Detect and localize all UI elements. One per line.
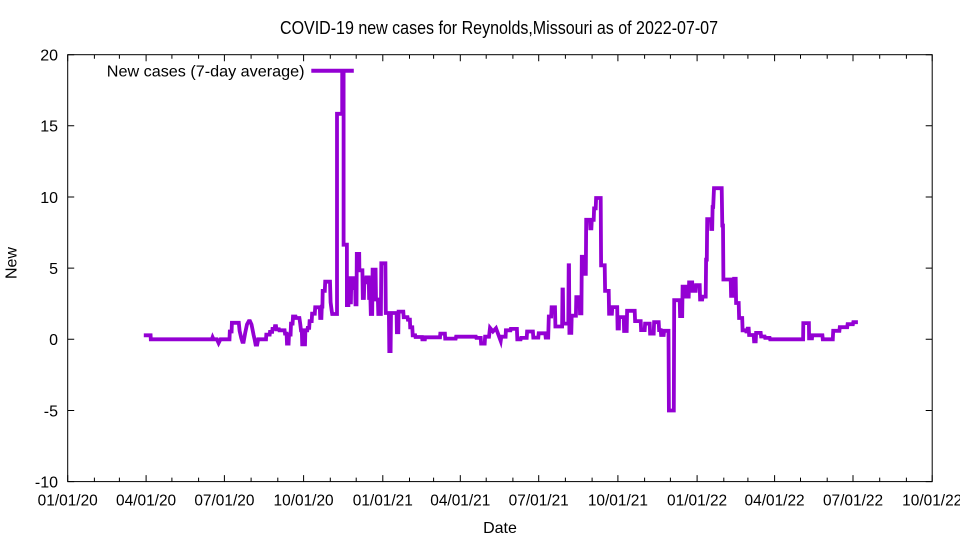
svg-text:10/01/20: 10/01/20: [274, 493, 334, 510]
svg-text:-10: -10: [35, 474, 58, 491]
svg-text:07/01/22: 07/01/22: [823, 493, 883, 510]
svg-text:COVID-19 new cases for Reynold: COVID-19 new cases for Reynolds,Missouri…: [280, 18, 718, 38]
svg-text:0: 0: [49, 332, 58, 349]
svg-text:04/01/22: 04/01/22: [745, 493, 805, 510]
svg-text:01/01/20: 01/01/20: [38, 493, 98, 510]
svg-text:10: 10: [40, 190, 58, 207]
svg-text:04/01/21: 04/01/21: [430, 493, 490, 510]
svg-text:01/01/21: 01/01/21: [353, 493, 413, 510]
svg-text:07/01/21: 07/01/21: [509, 493, 569, 510]
svg-text:Date: Date: [483, 520, 517, 537]
svg-text:New: New: [4, 247, 21, 279]
svg-text:01/01/22: 01/01/22: [667, 493, 727, 510]
svg-text:15: 15: [40, 119, 58, 136]
svg-text:10/01/22: 10/01/22: [902, 493, 960, 510]
svg-text:10/01/21: 10/01/21: [588, 493, 648, 510]
svg-text:5: 5: [49, 261, 58, 278]
svg-text:New cases (7-day average): New cases (7-day average): [107, 63, 305, 80]
svg-text:20: 20: [40, 48, 58, 65]
svg-text:04/01/20: 04/01/20: [116, 493, 176, 510]
svg-text:-5: -5: [44, 403, 58, 420]
svg-text:07/01/20: 07/01/20: [194, 493, 254, 510]
